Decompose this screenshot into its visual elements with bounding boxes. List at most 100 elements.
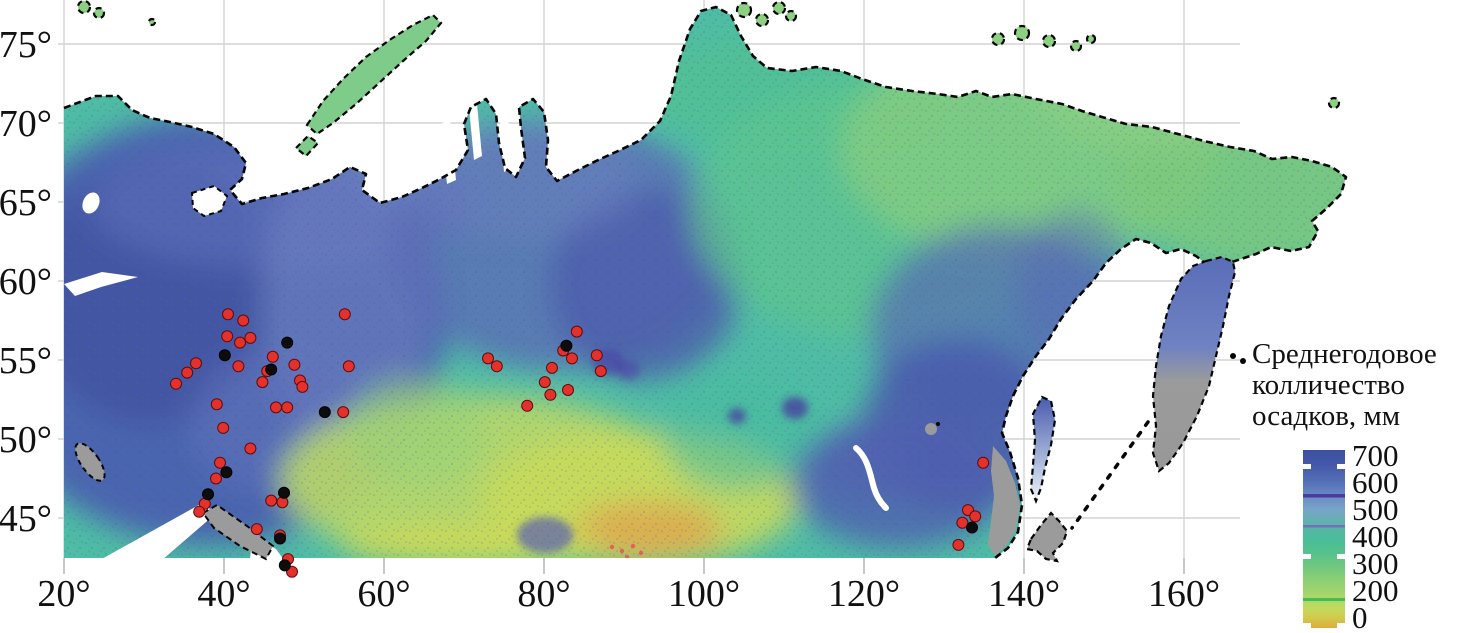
new-siberian-islands (990, 24, 1097, 53)
legend-value: 300 (1352, 546, 1399, 581)
legend-title-line: колличество (1252, 369, 1405, 401)
y-tick-label: 45° (0, 498, 52, 540)
sample-site-marker-red-sites (342, 360, 355, 373)
taz-gulf (469, 104, 482, 160)
sample-site-marker-red-sites (214, 456, 226, 469)
sample-site-marker-red-sites (490, 360, 503, 373)
legend: Среднегодовое колличество осадков, мм 70… (1252, 338, 1437, 633)
legend-title-line: осадков, мм (1252, 400, 1400, 432)
sample-site-marker-red-sites (244, 442, 257, 455)
x-tick-label: 120° (828, 573, 900, 615)
x-axis-labels: 20° 40° 60° 80° 100° 120° 140° 160° (37, 573, 1220, 615)
sample-site-marker-red-sites (521, 399, 534, 412)
sample-site-marker-red-sites (482, 352, 494, 365)
sample-site-marker-red-sites (590, 349, 603, 362)
sakhalin-island (1029, 395, 1057, 504)
sample-site-marker-black-sites (278, 559, 291, 572)
x-tick-label: 60° (357, 573, 410, 615)
y-tick-label: 50° (0, 419, 52, 461)
sample-sites-layer (170, 308, 990, 578)
legend-title-line: Среднегодовое (1252, 338, 1437, 370)
sample-site-marker-red-sites (266, 350, 279, 363)
sample-site-marker-black-sites (202, 488, 214, 501)
sample-site-marker-red-sites (566, 352, 578, 365)
sample-site-marker-red-sites (210, 472, 222, 485)
sample-site-marker-black-sites (281, 336, 294, 349)
novaya-zemlya-island (305, 13, 443, 136)
sample-site-marker-red-sites (977, 456, 990, 469)
y-axis-labels: 75° 70° 65° 60° 55° 50° 45° (0, 24, 52, 540)
sample-site-marker-red-sites (193, 505, 206, 518)
sample-site-marker-red-sites (210, 398, 223, 411)
sample-site-marker-black-sites (560, 339, 573, 352)
lake-ladoga (82, 192, 100, 214)
sample-site-marker-red-sites (190, 357, 202, 370)
x-tick-label: 140° (988, 573, 1060, 615)
sample-site-marker-red-sites (546, 361, 558, 374)
sample-site-marker-red-sites (562, 384, 574, 396)
sample-site-marker-red-sites (544, 388, 557, 401)
hokkaido-island (1025, 511, 1069, 563)
sample-site-marker-black-sites (966, 521, 978, 534)
islands (76, 0, 1341, 563)
legend-value: 600 (1352, 465, 1399, 500)
sample-site-marker-red-sites (217, 421, 230, 434)
sample-site-marker-red-sites (594, 365, 607, 378)
ob-gulf (441, 119, 456, 184)
legend-colorbar-marks (1301, 464, 1347, 628)
lake-baikal (853, 445, 889, 511)
primorye-no-data (988, 446, 1020, 556)
sample-site-marker-red-sites (244, 331, 257, 344)
caucasus-no-data (201, 503, 275, 561)
sample-site-marker-red-sites (281, 401, 294, 414)
sample-site-marker-red-sites (237, 314, 250, 327)
sample-site-marker-black-sites (274, 532, 286, 545)
y-tick-label: 65° (0, 182, 52, 224)
y-tick-label: 60° (0, 261, 52, 303)
sample-site-marker-red-sites (296, 380, 309, 393)
sample-site-marker-black-sites (318, 406, 331, 419)
small-no-data-blob (925, 423, 937, 435)
y-tick-label: 70° (0, 103, 52, 145)
sample-site-marker-red-sites (570, 325, 583, 338)
sample-site-marker-red-sites (232, 360, 245, 373)
sample-site-marker-red-sites (256, 376, 269, 389)
kuril-islands-chain (1070, 420, 1150, 530)
gyda-gulf (500, 113, 512, 172)
legend-value: 700 (1352, 438, 1399, 473)
sample-site-marker-red-sites (234, 336, 246, 349)
sample-site-marker-red-sites (969, 510, 982, 523)
sample-site-marker-red-sites (337, 406, 350, 419)
white-sea (190, 184, 229, 218)
y-tick-label: 55° (0, 340, 52, 382)
black-sea (100, 501, 213, 560)
sample-site-marker-red-sites (538, 376, 551, 389)
severnaya-zemlya-islands (735, 0, 798, 28)
sample-site-marker-red-sites (170, 377, 182, 390)
x-tick-label: 100° (668, 573, 740, 615)
x-tick-label: 40° (197, 573, 250, 615)
carpathian-no-data (74, 442, 106, 482)
x-tick-label: 20° (37, 573, 90, 615)
sample-site-marker-red-sites (338, 308, 351, 321)
legend-value: 400 (1352, 519, 1399, 554)
sample-site-marker-red-sites (265, 494, 278, 507)
sample-site-marker-red-sites (952, 538, 965, 551)
kamchatka-peninsula (1151, 255, 1237, 473)
arctic-islands (76, 0, 157, 27)
legend-colorbar (1303, 450, 1345, 628)
sample-site-marker-black-sites (265, 363, 278, 376)
x-tick-label: 160° (1148, 573, 1220, 615)
sample-site-marker-red-sites (222, 308, 234, 321)
sample-site-marker-red-sites (250, 523, 263, 536)
gulf-of-finland (64, 272, 138, 296)
wrangel-island (1327, 96, 1341, 110)
legend-value: 0 (1352, 600, 1368, 633)
y-tick-label: 75° (0, 24, 52, 66)
sample-site-marker-black-sites (278, 486, 290, 499)
sample-site-marker-red-sites (181, 366, 194, 379)
